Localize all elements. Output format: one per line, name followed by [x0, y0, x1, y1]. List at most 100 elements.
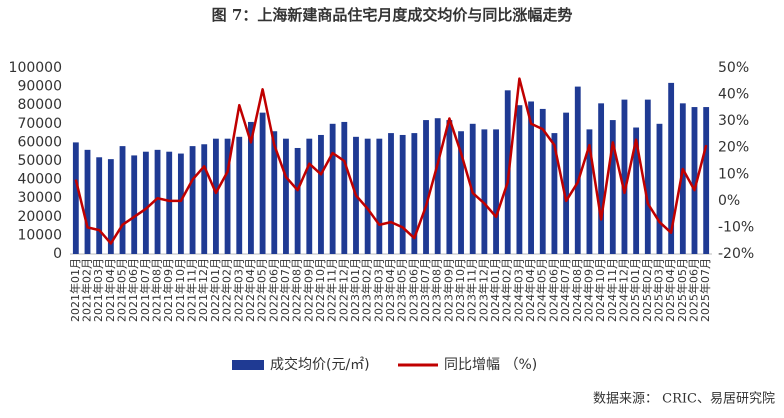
bar: [551, 133, 558, 254]
x-tick-label: 2024年01月: [488, 258, 502, 322]
x-tick-label: 2022年11月: [325, 258, 339, 322]
bar: [72, 142, 79, 254]
bar: [259, 112, 266, 254]
bar: [201, 144, 208, 254]
bar: [563, 112, 570, 254]
bar: [388, 133, 394, 254]
x-tick-label: 2025年05月: [675, 258, 689, 322]
y-tick-label: 90000: [17, 79, 62, 95]
x-tick-label: 2023年07月: [418, 258, 432, 322]
x-tick-label: 2021年11月: [185, 258, 199, 322]
y2-tick-label: 50%: [718, 60, 749, 76]
bar: [493, 129, 499, 254]
bar: [656, 123, 663, 254]
legend-label: 同比增幅 （%): [444, 357, 537, 373]
x-tick-label: 2021年01月: [68, 258, 82, 322]
x-tick-label: 2021年03月: [91, 258, 105, 322]
x-tick-label: 2022年12月: [336, 258, 350, 322]
bar: [224, 138, 231, 254]
x-tick-label: 2023年10月: [453, 258, 467, 322]
x-tick-label: 2022年03月: [231, 258, 245, 322]
bar: [446, 120, 453, 254]
bar: [131, 155, 138, 254]
x-tick-label: 2023年11月: [465, 258, 479, 322]
x-tick-label: 2023年08月: [430, 258, 444, 322]
x-tick-label: 2025年01月: [628, 258, 642, 322]
bar: [481, 129, 488, 254]
bar: [668, 82, 675, 254]
bar: [598, 103, 605, 254]
x-tick-label: 2024年03月: [511, 258, 525, 322]
y-tick-label: 10000: [17, 227, 62, 243]
x-tick-label: 2024年10月: [593, 258, 607, 322]
x-tick-label: 2022年04月: [243, 258, 257, 322]
bar: [248, 121, 254, 254]
bar: [177, 153, 184, 254]
x-tick-label: 2022年02月: [220, 258, 234, 322]
bar: [644, 99, 651, 255]
y2-tick-label: 0%: [718, 193, 740, 209]
bar: [107, 159, 114, 254]
bar: [236, 136, 243, 254]
bar: [341, 121, 348, 254]
x-tick-label: 2021年10月: [173, 258, 187, 322]
bar: [364, 138, 371, 254]
bar: [633, 127, 640, 254]
bar: [84, 149, 91, 254]
x-tick-label: 2021年04月: [103, 258, 117, 322]
bar: [679, 103, 686, 254]
x-tick-label: 2021年09月: [161, 258, 175, 322]
y-tick-label: 30000: [17, 190, 62, 206]
x-tick-label: 2022年10月: [313, 258, 327, 322]
x-tick-label: 2022年09月: [301, 258, 315, 322]
bar: [703, 107, 710, 254]
x-tick-label: 2024年07月: [558, 258, 572, 322]
x-tick-label: 2022年06月: [266, 258, 280, 322]
y-tick-label: 70000: [17, 116, 62, 132]
x-tick-label: 2025年03月: [651, 258, 665, 322]
x-tick-label: 2024年04月: [523, 258, 537, 322]
y2-tick-label: -10%: [718, 219, 754, 235]
x-tick-label: 2023年05月: [395, 258, 409, 322]
bar: [458, 131, 464, 254]
bar: [411, 133, 418, 254]
bar: [166, 151, 173, 254]
y-tick-label: 80000: [17, 97, 62, 113]
y2-tick-label: 30%: [718, 113, 749, 129]
bar: [96, 157, 103, 254]
x-tick-label: 2021年12月: [196, 258, 210, 322]
x-tick-label: 2024年08月: [570, 258, 584, 322]
x-tick-label: 2023年03月: [371, 258, 385, 322]
x-tick-label: 2023年12月: [476, 258, 490, 322]
bar: [516, 105, 523, 254]
bar: [271, 131, 278, 254]
x-tick-label: 2024年05月: [535, 258, 549, 322]
y2-tick-label: 20%: [718, 140, 749, 156]
bar: [318, 134, 324, 254]
bar: [283, 138, 289, 254]
x-tick-label: 2022年01月: [208, 258, 222, 322]
y-tick-label: 60000: [17, 134, 62, 150]
bar: [189, 146, 196, 254]
y2-tick-label: 40%: [718, 87, 749, 103]
bar: [574, 86, 581, 254]
x-tick-label: 2024年09月: [581, 258, 595, 322]
bar: [691, 107, 698, 254]
x-tick-label: 2025年02月: [640, 258, 654, 322]
y-tick-label: 100000: [9, 60, 62, 76]
bar: [621, 99, 628, 255]
bar: [434, 118, 441, 254]
bar: [154, 149, 161, 254]
bar: [306, 138, 313, 254]
bar: [329, 123, 336, 254]
x-tick-label: 2021年06月: [126, 258, 140, 322]
x-tick-label: 2024年06月: [546, 258, 560, 322]
x-tick-label: 2025年06月: [686, 258, 700, 322]
x-tick-label: 2022年08月: [290, 258, 304, 322]
legend-label: 成交均价(元/㎡): [270, 356, 370, 373]
source-note: 数据来源： CRIC、易居研究院: [593, 392, 775, 407]
x-tick-label: 2021年07月: [138, 258, 152, 322]
chart-title: 图 7：上海新建商品住宅月度成交均价与同比涨幅走势: [212, 6, 573, 24]
x-tick-label: 2023年01月: [348, 258, 362, 322]
x-tick-label: 2022年07月: [278, 258, 292, 322]
